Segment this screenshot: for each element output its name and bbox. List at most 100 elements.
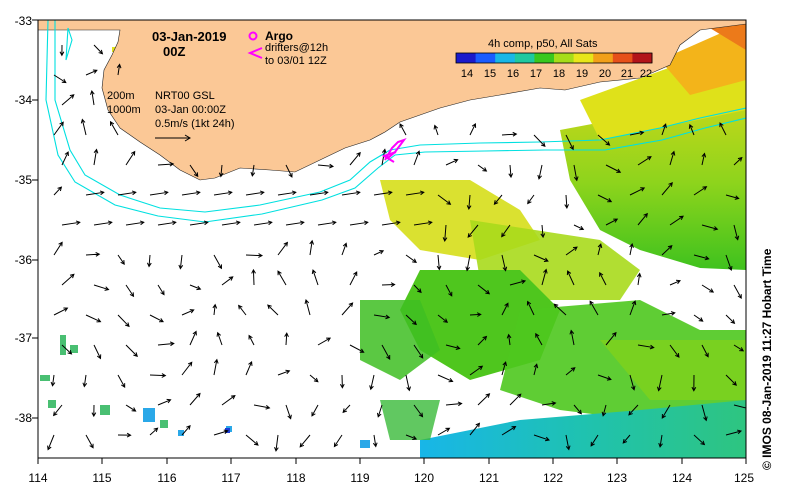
current-arrow — [565, 367, 576, 376]
current-arrow — [437, 427, 451, 436]
map-frame — [37, 19, 747, 459]
current-arrow — [501, 254, 508, 272]
current-arrow — [564, 194, 570, 209]
current-arrow — [701, 344, 709, 358]
lon-tick-label: 124 — [672, 471, 692, 485]
current-arrow — [725, 429, 743, 436]
current-arrow — [509, 279, 527, 286]
current-arrow — [342, 404, 351, 414]
current-arrow — [413, 344, 424, 359]
colorbar — [455, 52, 653, 64]
current-arrow — [477, 284, 491, 295]
current-arrow — [501, 131, 518, 137]
current-arrow — [181, 190, 201, 196]
current-arrow — [299, 434, 311, 448]
current-arrow — [535, 332, 543, 346]
current-arrow — [597, 243, 603, 256]
current-arrow — [533, 363, 539, 376]
current-arrow — [146, 254, 152, 268]
current-arrow — [309, 374, 319, 383]
current-arrow — [661, 311, 676, 316]
current-arrow — [565, 434, 571, 451]
current-arrow — [285, 404, 292, 420]
current-arrow — [309, 239, 314, 256]
colorbar-tick: 17 — [530, 68, 542, 80]
current-arrow — [61, 344, 73, 355]
colorbar-tick: 14 — [461, 68, 473, 80]
current-arrow — [733, 224, 740, 241]
current-arrow — [85, 251, 101, 257]
current-arrow — [477, 393, 491, 406]
current-arrow — [253, 220, 273, 226]
current-arrow — [309, 190, 329, 196]
current-arrow — [89, 89, 95, 106]
current-arrow — [413, 220, 433, 226]
current-arrow — [284, 332, 289, 346]
current-arrow — [109, 120, 119, 136]
current-arrow — [477, 164, 488, 172]
current-arrow — [590, 434, 599, 447]
current-arrow — [501, 224, 511, 238]
current-arrow — [117, 254, 125, 265]
current-arrow — [52, 404, 63, 417]
current-arrow — [221, 394, 236, 406]
current-arrow — [465, 254, 471, 272]
current-arrow — [605, 164, 622, 173]
current-arrow — [238, 304, 247, 316]
drifter-head — [381, 151, 397, 163]
current-arrow — [725, 374, 737, 386]
current-arrow — [93, 148, 99, 166]
current-arrow — [349, 271, 358, 286]
current-arrow — [506, 333, 512, 346]
scale-label: 0.5m/s (1kt 24h) — [155, 118, 234, 130]
colorbar-tick: 20 — [599, 68, 611, 80]
current-arrow — [719, 122, 727, 136]
current-arrow — [688, 123, 695, 136]
current-arrow — [245, 434, 259, 446]
current-arrow — [601, 404, 607, 417]
current-arrow — [629, 242, 634, 256]
current-arrow — [725, 194, 740, 200]
drifters-label: drifters@12h — [265, 42, 328, 54]
current-arrow — [248, 334, 255, 346]
current-arrow — [540, 224, 546, 239]
current-arrow — [125, 220, 145, 226]
lat-tick-label: -36 — [15, 253, 33, 267]
current-arrow — [509, 393, 522, 406]
current-arrow — [304, 298, 311, 316]
current-arrow — [189, 284, 202, 291]
current-arrow — [599, 271, 607, 286]
current-arrow — [553, 303, 567, 316]
current-arrow — [629, 300, 637, 316]
current-arrow — [637, 212, 648, 226]
current-arrow — [213, 358, 219, 376]
current-arrow — [508, 164, 514, 179]
current-arrow — [373, 314, 391, 320]
current-arrow — [597, 134, 611, 146]
contour-1000-label: 1000m — [107, 104, 141, 116]
colorbar-tick: 18 — [553, 68, 565, 80]
current-arrow — [157, 161, 175, 167]
lat-tick-label: -33 — [15, 14, 33, 28]
colorbar-tick: 21 — [621, 68, 633, 80]
current-arrow — [733, 284, 742, 300]
current-arrow — [693, 186, 708, 196]
current-arrow — [53, 186, 63, 196]
current-arrow — [533, 254, 549, 262]
lon-tick-label: 118 — [286, 471, 305, 485]
current-arrow — [399, 123, 407, 136]
sst-field — [40, 22, 746, 458]
current-arrow — [445, 284, 453, 297]
current-arrow — [573, 404, 582, 415]
current-arrow — [442, 224, 448, 242]
current-arrow — [213, 190, 233, 196]
current-arrow — [253, 404, 271, 410]
current-arrow — [573, 164, 579, 182]
current-arrow — [701, 152, 707, 166]
current-arrow — [149, 190, 169, 196]
current-arrow — [691, 374, 697, 392]
current-vectors — [47, 44, 746, 452]
current-arrow — [658, 434, 663, 448]
colorbar-tick: 15 — [484, 68, 496, 80]
